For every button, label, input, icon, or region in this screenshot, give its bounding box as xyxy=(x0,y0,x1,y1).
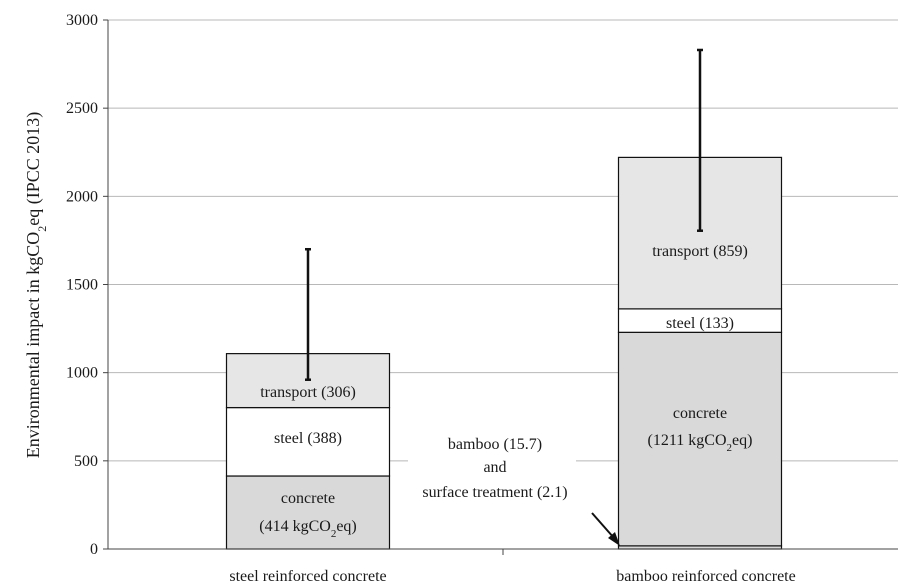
bar-segment-concrete-steel-rc xyxy=(225,475,391,550)
y-axis-title-main: Environmental impact in kgCO xyxy=(23,232,43,458)
y-axis-title-end: eq (IPCC 2013) xyxy=(23,112,44,226)
segment-label-bamboo-steel: steel (133) xyxy=(666,315,734,332)
annotation-line-3: surface treatment (2.1) xyxy=(422,484,567,501)
x-tick-label-bamboo: bamboo reinforced concrete xyxy=(616,568,795,585)
segment-label-bamboo-transport: transport (859) xyxy=(652,243,748,260)
x-tick-label-steel: steel reinforced concrete xyxy=(229,568,386,585)
y-tick-label-2000: 2000 xyxy=(66,188,98,205)
y-axis-title-subscript: 2 xyxy=(35,226,49,232)
annotation-line-1: bamboo (15.7) xyxy=(448,436,542,453)
segment-label-steel-concrete-line2: (414 kgCO2eq) xyxy=(259,518,357,540)
y-tick-label-3000: 3000 xyxy=(66,12,98,29)
y-tick-label-500: 500 xyxy=(74,453,98,470)
error-bars xyxy=(305,48,703,381)
segment-label-bamboo-concrete-line1: concrete xyxy=(673,405,727,422)
annotation-arrowhead xyxy=(608,532,620,546)
bar-segment-concrete-bamboo-rc xyxy=(617,331,783,547)
y-tick-label-0: 0 xyxy=(90,541,98,558)
segment-label-steel-transport: transport (306) xyxy=(260,384,356,401)
y-tick-label-2500: 2500 xyxy=(66,100,98,117)
bar-segment-steel-steel-rc xyxy=(225,406,391,477)
annotation-line-2: and xyxy=(483,459,506,476)
y-tick-label-1000: 1000 xyxy=(66,365,98,382)
y-tick-labels: 0 500 1000 1500 2000 2500 3000 xyxy=(66,12,98,558)
y-tick-label-1500: 1500 xyxy=(66,277,98,294)
segment-label-bamboo-concrete-line2: (1211 kgCO2eq) xyxy=(648,432,753,454)
annotation-background xyxy=(408,432,576,504)
segment-label-steel-steel: steel (388) xyxy=(274,430,342,447)
y-axis-title: Environmental impact in kgCO2eq (IPCC 20… xyxy=(23,112,49,458)
segment-label-steel-concrete-line1: concrete xyxy=(281,490,335,507)
annotation-arrow-line xyxy=(591,512,615,539)
